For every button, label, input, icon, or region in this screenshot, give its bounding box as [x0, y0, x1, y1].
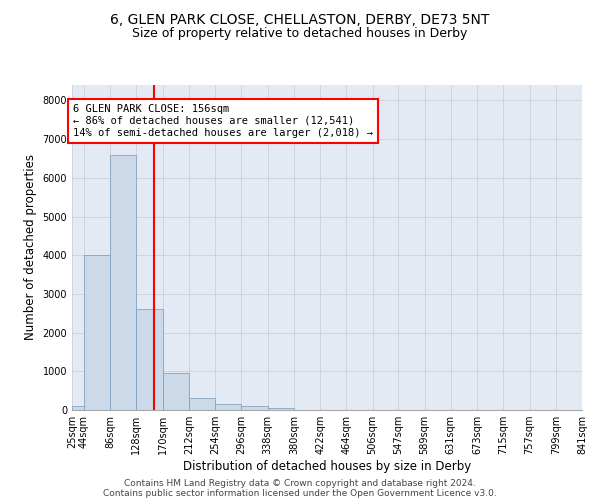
Bar [110, 154, 136, 410]
Text: 6 GLEN PARK CLOSE: 156sqm
← 86% of detached houses are smaller (12,541)
14% of s: 6 GLEN PARK CLOSE: 156sqm ← 86% of detac… [73, 104, 373, 138]
Text: Size of property relative to detached houses in Derby: Size of property relative to detached ho… [133, 28, 467, 40]
Bar [72, 406, 84, 410]
Text: Contains HM Land Registry data © Crown copyright and database right 2024.: Contains HM Land Registry data © Crown c… [124, 478, 476, 488]
Bar [215, 404, 241, 410]
Y-axis label: Number of detached properties: Number of detached properties [24, 154, 37, 340]
Bar [136, 310, 163, 410]
Bar [189, 398, 215, 410]
Text: Contains public sector information licensed under the Open Government Licence v3: Contains public sector information licen… [103, 488, 497, 498]
Bar [84, 255, 110, 410]
Bar [163, 373, 189, 410]
Text: 6, GLEN PARK CLOSE, CHELLASTON, DERBY, DE73 5NT: 6, GLEN PARK CLOSE, CHELLASTON, DERBY, D… [110, 12, 490, 26]
Bar [268, 408, 294, 410]
Bar [241, 406, 268, 410]
X-axis label: Distribution of detached houses by size in Derby: Distribution of detached houses by size … [183, 460, 471, 473]
